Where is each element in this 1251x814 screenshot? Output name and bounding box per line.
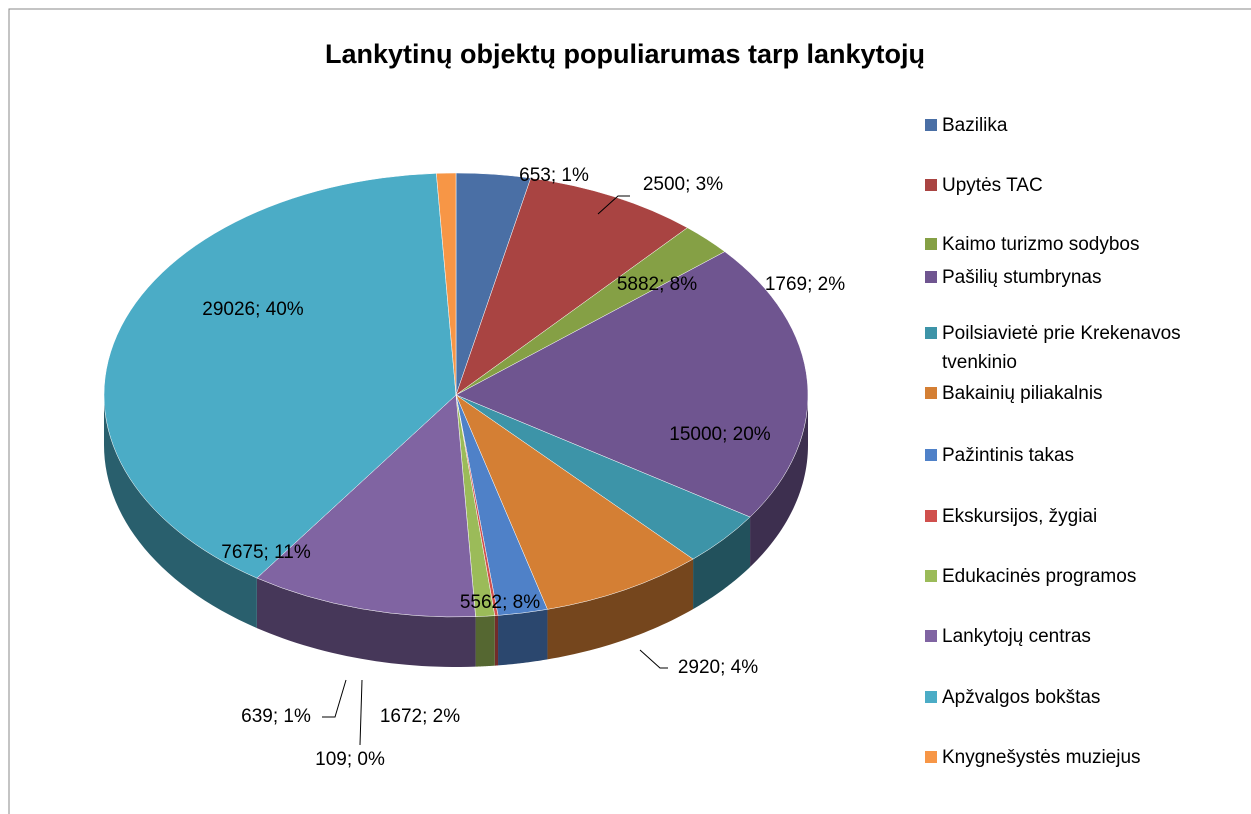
slice-side <box>547 559 694 660</box>
data-label: 2920; 4% <box>678 657 758 678</box>
slice <box>455 177 688 396</box>
leader-line <box>359 679 363 746</box>
data-label: 1769; 2% <box>765 274 845 295</box>
legend-swatch <box>925 630 937 642</box>
legend-label: Bakainių piliakalnis <box>942 383 1103 404</box>
legend-label: Pažintinis takas <box>942 445 1075 466</box>
slice-side <box>475 615 495 667</box>
legend-swatch <box>925 751 937 763</box>
legend-swatch <box>925 327 937 339</box>
legend-label: Edukacinės programos <box>942 566 1137 587</box>
slice <box>436 172 457 396</box>
data-label: 109; 0% <box>315 749 385 770</box>
legend-swatch <box>925 119 937 131</box>
legend-label: Upytės TAC <box>942 175 1043 196</box>
slice-side <box>256 578 476 667</box>
slice-side <box>104 395 257 629</box>
data-label: 653; 1% <box>519 165 589 186</box>
chart-title: Lankytinų objektų populiarumas tarp lank… <box>325 39 925 69</box>
leader-line <box>597 195 630 215</box>
chart-border <box>8 8 1251 814</box>
data-label: 5882; 8% <box>617 274 697 295</box>
data-label: 7675; 11% <box>221 542 311 563</box>
legend-label: Pašilių stumbrynas <box>942 267 1102 288</box>
slice <box>256 394 476 618</box>
slice-side <box>693 517 751 610</box>
legend-swatch <box>925 387 937 399</box>
legend-swatch <box>925 449 937 461</box>
data-label: 639; 1% <box>241 706 311 727</box>
legend-swatch <box>925 271 937 283</box>
legend-swatch <box>925 179 937 191</box>
slice-side <box>498 609 548 666</box>
data-label: 1672; 2% <box>380 706 460 727</box>
legend-label: Poilsiavietė prie Krekenavos tvenkinio <box>942 323 1181 373</box>
legend-label: Bazilika <box>942 115 1008 136</box>
data-label: 5562; 8% <box>460 592 540 613</box>
legend-swatch <box>925 570 937 582</box>
slice <box>455 251 809 518</box>
legend-label: Ekskursijos, žygiai <box>942 506 1098 527</box>
legend-label: Apžvalgos bokštas <box>942 687 1101 708</box>
data-label: 15000; 20% <box>669 424 771 445</box>
data-label: 2500; 3% <box>643 174 723 195</box>
leader-line <box>639 649 668 669</box>
data-label: 29026; 40% <box>202 299 304 320</box>
slice-side <box>494 615 499 666</box>
legend-swatch <box>925 510 937 522</box>
legend-label: Knygnešystės muziejus <box>942 747 1141 768</box>
slice <box>455 394 694 610</box>
legend-label: Lankytojų centras <box>942 626 1091 647</box>
legend-label: Kaimo turizmo sodybos <box>942 234 1140 255</box>
slice-side <box>750 395 808 568</box>
slice <box>103 173 457 579</box>
legend-swatch <box>925 691 937 703</box>
leader-line <box>322 679 347 718</box>
legend-swatch <box>925 238 937 250</box>
